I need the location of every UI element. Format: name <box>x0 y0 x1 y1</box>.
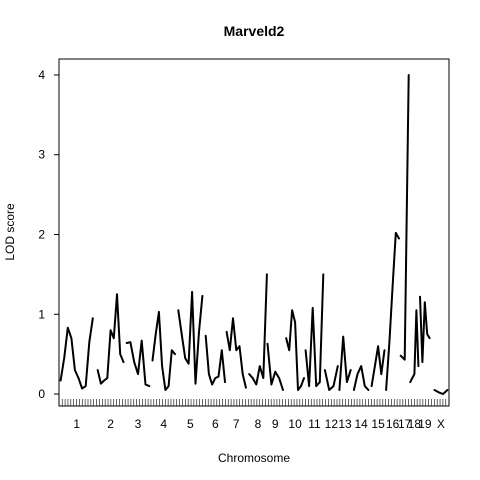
x-tick-label: X <box>437 417 445 431</box>
plot-frame <box>58 58 450 407</box>
y-tick-label: 1 <box>38 307 45 321</box>
x-tick-label: 1 <box>73 417 80 431</box>
x-tick-label: 8 <box>255 417 262 431</box>
lod-line-chr-2 <box>96 293 125 385</box>
lod-line-chr-1 <box>59 317 94 390</box>
lod-line-chr-3 <box>125 339 151 388</box>
lod-line-chr-X <box>433 389 449 395</box>
x-tick-label: 9 <box>272 417 279 431</box>
x-tick-label: 17 <box>398 417 412 431</box>
lod-line-chr-4 <box>151 310 176 391</box>
y-axis-label: LOD score <box>3 203 17 261</box>
x-tick-label: 4 <box>160 417 167 431</box>
lod-line-chr-9 <box>266 342 284 391</box>
lod-series <box>59 74 449 395</box>
lod-line-chr-8 <box>248 273 268 386</box>
x-tick-label: 2 <box>107 417 114 431</box>
x-tick-label: 7 <box>233 417 240 431</box>
x-tick-label: 5 <box>187 417 194 431</box>
chart-title: Marveld2 <box>224 23 285 39</box>
lod-line-chr-13 <box>338 335 352 391</box>
y-tick-label: 0 <box>38 387 45 401</box>
x-axis-label: Chromosome <box>218 451 290 465</box>
y-tick-label: 2 <box>38 227 45 241</box>
x-tick-label: 15 <box>371 417 385 431</box>
x-tick-label: 3 <box>135 417 142 431</box>
lod-line-chr-7 <box>225 317 247 389</box>
x-tick-label: 11 <box>308 417 321 431</box>
y-tick-label: 3 <box>38 148 45 162</box>
lod-line-chr-5 <box>177 290 204 385</box>
x-tick-label: 10 <box>288 417 302 431</box>
x-tick-label: 14 <box>354 417 368 431</box>
x-tick-label: 16 <box>386 417 400 431</box>
x-tick-label: 19 <box>418 417 432 431</box>
x-tick-label: 12 <box>325 417 339 431</box>
y-tick-label: 4 <box>38 68 45 82</box>
lod-line-chr-6 <box>204 334 226 386</box>
lod-line-chr-10 <box>285 309 305 391</box>
lod-line-chr-12 <box>323 365 339 391</box>
lod-line-chr-18 <box>409 309 420 384</box>
y-axis: 0 1 2 3 4 <box>38 68 59 401</box>
lod-line-chr-19 <box>419 295 431 364</box>
lod-line-chr-14 <box>352 365 370 391</box>
x-tick-label: 18 <box>408 417 422 431</box>
x-tick-label: 6 <box>212 417 219 431</box>
marker-rug <box>61 399 447 406</box>
lod-line-chr-17 <box>399 74 410 361</box>
lod-line-chr-15 <box>370 345 386 388</box>
x-tick-label: 13 <box>338 417 352 431</box>
lod-line-chr-11 <box>304 273 325 388</box>
lod-line-chr-16 <box>385 231 400 391</box>
